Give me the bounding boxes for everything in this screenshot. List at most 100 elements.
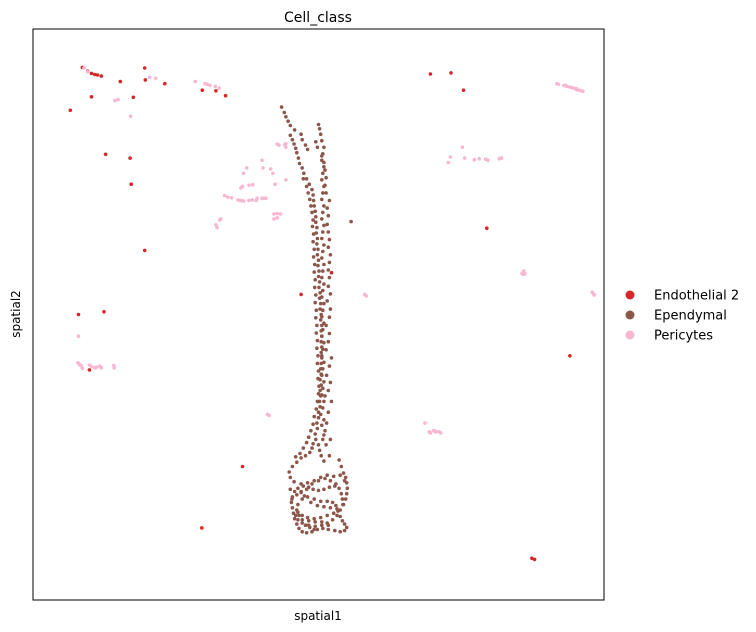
point-ependymal — [288, 133, 293, 138]
point-ependymal — [314, 407, 319, 411]
point-pericytes — [250, 198, 255, 202]
point-ependymal — [322, 301, 326, 306]
point-ependymal — [311, 198, 316, 203]
point-ependymal — [305, 481, 310, 485]
point-pericytes — [268, 167, 273, 171]
point-ependymal — [320, 217, 324, 221]
point-pericytes — [245, 166, 249, 170]
point-endothelial-2 — [93, 72, 97, 77]
point-endothelial-2 — [240, 464, 245, 469]
point-pericytes — [275, 216, 280, 220]
point-ependymal — [337, 486, 341, 491]
point-ependymal — [327, 260, 332, 265]
point-pericytes — [446, 160, 451, 165]
point-pericytes — [272, 212, 276, 216]
point-ependymal — [311, 487, 315, 492]
point-pericytes — [448, 155, 453, 159]
point-ependymal — [308, 197, 312, 202]
point-ependymal — [297, 526, 301, 531]
point-ependymal — [310, 224, 315, 229]
point-endothelial-2 — [461, 88, 466, 92]
point-pericytes — [80, 366, 85, 371]
point-ependymal — [314, 215, 318, 219]
point-ependymal — [338, 514, 343, 519]
point-ependymal — [320, 354, 324, 358]
point-ependymal — [312, 262, 317, 267]
point-pericytes — [284, 145, 288, 150]
point-ependymal — [327, 237, 332, 242]
point-ependymal — [322, 487, 326, 492]
point-ependymal — [300, 521, 305, 525]
point-ependymal — [322, 145, 326, 150]
point-ependymal — [330, 518, 335, 522]
point-ependymal — [313, 432, 318, 436]
point-pericytes — [486, 158, 490, 163]
point-pericytes — [565, 84, 569, 89]
point-ependymal — [300, 497, 305, 501]
point-ependymal — [315, 225, 319, 230]
point-ependymal — [330, 500, 335, 505]
point-ependymal — [313, 524, 318, 529]
point-ependymal — [318, 499, 323, 504]
point-pericytes — [522, 272, 526, 277]
point-ependymal — [345, 486, 350, 491]
point-ependymal — [329, 356, 334, 360]
point-pericytes — [217, 86, 221, 90]
point-ependymal — [324, 175, 328, 180]
point-ependymal — [315, 426, 320, 431]
point-ependymal — [300, 166, 305, 170]
point-pericytes — [260, 158, 264, 163]
point-pericytes — [85, 70, 90, 74]
point-ependymal — [311, 255, 316, 259]
point-pericytes — [217, 218, 222, 222]
point-pericytes — [284, 178, 288, 182]
legend-label-endothelial-2: Endothelial 2 — [654, 289, 739, 304]
point-ependymal — [314, 308, 319, 313]
point-ependymal — [326, 527, 331, 532]
point-ependymal — [308, 450, 312, 455]
point-pericytes — [241, 199, 246, 203]
point-pericytes — [261, 166, 265, 170]
point-ependymal — [317, 384, 321, 389]
point-ependymal — [321, 308, 325, 313]
point-ependymal — [303, 453, 308, 458]
point-endothelial-2 — [131, 95, 136, 100]
point-ependymal — [326, 523, 331, 527]
point-ependymal — [314, 293, 318, 297]
legend-marker-ependymal — [625, 310, 635, 320]
point-ependymal — [313, 277, 318, 282]
point-ependymal — [322, 433, 326, 437]
point-ependymal — [321, 437, 325, 442]
point-ependymal — [341, 502, 346, 507]
legend-label-pericytes: Pericytes — [654, 329, 713, 344]
point-pericytes — [592, 293, 597, 297]
point-ependymal — [322, 360, 326, 365]
point-ependymal — [320, 236, 324, 241]
point-ependymal — [306, 519, 311, 523]
point-ependymal — [288, 475, 293, 480]
point-pericytes — [208, 83, 212, 88]
point-ependymal — [319, 350, 324, 355]
point-ependymal — [312, 247, 317, 252]
point-ependymal — [313, 520, 318, 524]
point-pericytes — [273, 182, 277, 186]
point-ependymal — [300, 137, 305, 142]
point-ependymal — [316, 274, 321, 279]
point-ependymal — [314, 140, 318, 144]
point-ependymal — [315, 361, 320, 366]
point-ependymal — [320, 520, 324, 524]
point-ependymal — [321, 210, 325, 215]
point-ependymal — [326, 388, 331, 393]
point-ependymal — [321, 230, 325, 234]
point-ependymal — [324, 323, 328, 328]
point-ependymal — [312, 285, 317, 290]
point-ependymal — [328, 506, 333, 510]
point-ependymal — [309, 500, 313, 505]
point-ependymal — [325, 473, 330, 478]
point-ependymal — [327, 331, 332, 336]
point-ependymal — [321, 386, 325, 391]
point-ependymal — [298, 451, 302, 456]
point-ependymal — [343, 475, 348, 480]
point-endothelial-2 — [485, 226, 489, 230]
point-ependymal — [316, 247, 320, 252]
